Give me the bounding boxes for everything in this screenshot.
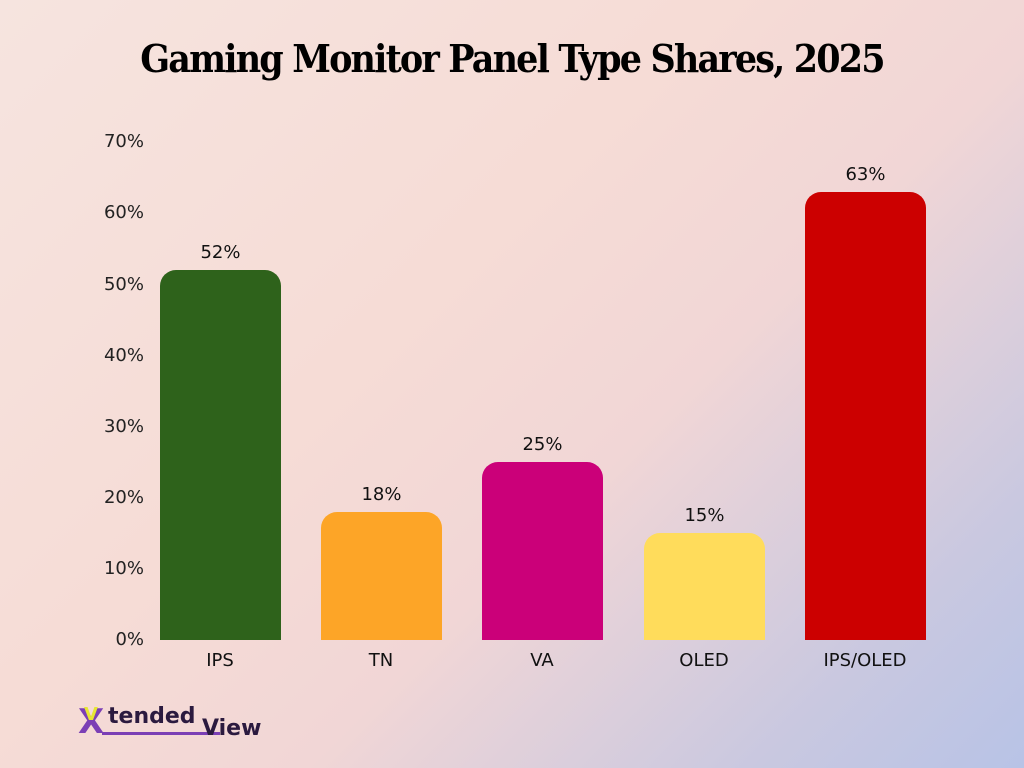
x-category-label: TN (368, 650, 394, 671)
y-tick-label: 0% (115, 629, 144, 650)
y-tick-label: 10% (103, 557, 144, 579)
y-tick-label: 30% (103, 415, 144, 437)
bar-ips-oled (805, 192, 926, 640)
logo-text-tended: tended (108, 704, 196, 729)
x-category-label: OLED (679, 650, 729, 671)
y-tick-label: 50% (103, 273, 144, 295)
logo-x-icon: X (78, 702, 105, 742)
y-tick-label: 20% (103, 486, 144, 508)
x-category-label: IPS/OLED (823, 650, 907, 671)
bar-value-label: 15% (684, 505, 725, 527)
y-tick-label: 60% (103, 202, 144, 224)
x-category-label: VA (530, 650, 554, 671)
x-category-label: IPS (206, 650, 234, 671)
bar-value-label: 18% (361, 484, 402, 506)
bar-value-label: 63% (845, 164, 886, 186)
bar-oled (644, 533, 765, 640)
bar-va (482, 462, 603, 640)
y-tick-label: 40% (103, 344, 144, 366)
logo-text-view: View (202, 716, 262, 741)
logo-underline (102, 732, 220, 735)
bar-tn (321, 512, 442, 640)
bar-value-label: 52% (200, 242, 241, 264)
y-tick-label: 70% (103, 131, 144, 153)
bar-ips (160, 270, 281, 640)
bar-value-label: 25% (522, 434, 563, 456)
logo-v-icon: V (84, 704, 98, 725)
xtendedview-logo: X V tended View (78, 702, 278, 742)
chart-title: Gaming Monitor Panel Type Shares, 2025 (140, 36, 885, 81)
